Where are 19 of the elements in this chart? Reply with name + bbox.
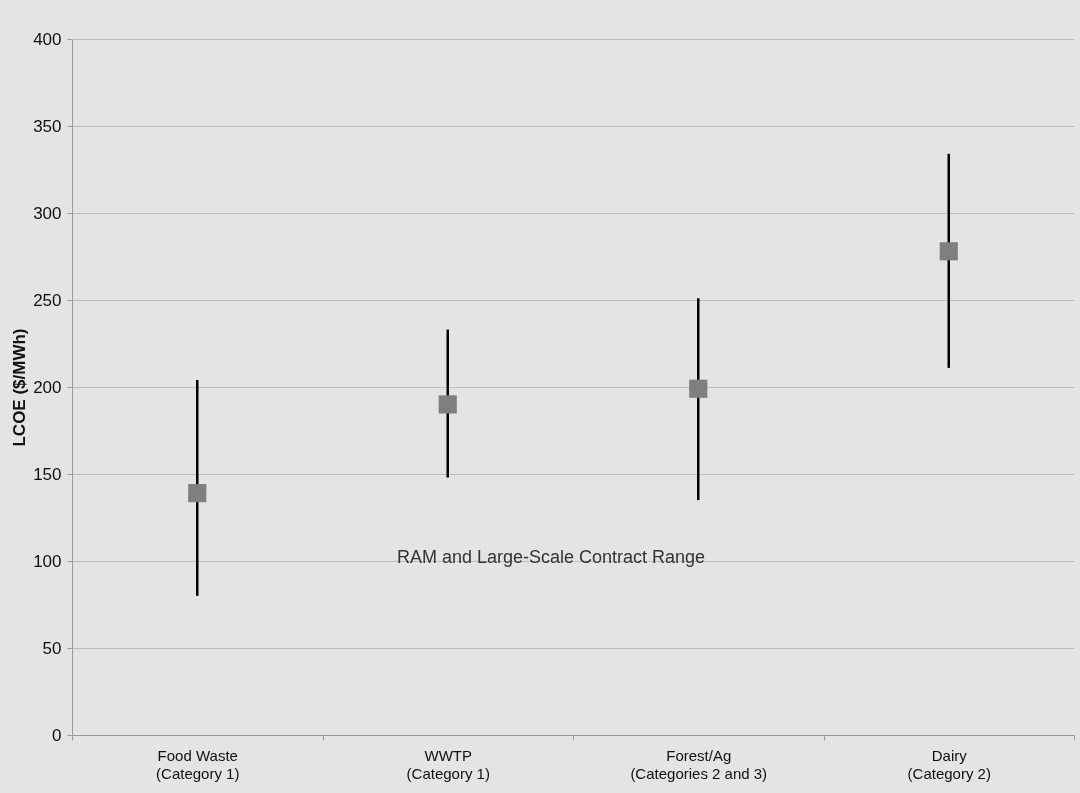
y-tick-label: 0 <box>52 725 62 745</box>
annotation: RAM and Large-Scale Contract Range <box>396 546 706 567</box>
y-tick-label: 350 <box>33 116 62 136</box>
y-tick-label: 300 <box>33 203 62 223</box>
y-tick-label: 250 <box>33 290 62 310</box>
point <box>188 484 207 503</box>
y-axis-title: LCOE ($/MWh) <box>10 328 30 447</box>
y-tick-label: 200 <box>33 377 62 397</box>
y-tick-label: 50 <box>42 638 62 658</box>
point <box>939 242 958 261</box>
y-tick-label: 100 <box>33 551 62 571</box>
point <box>438 395 457 414</box>
x-tick-label: Food Waste (Category 1) <box>156 746 240 782</box>
y-tick-label: 400 <box>33 29 62 49</box>
point <box>689 379 708 398</box>
x-tick-label: WWTP (Category 1) <box>406 746 490 782</box>
x-tick-label: Dairy (Category 2) <box>907 746 991 782</box>
x-tick-label: Forest/Ag (Categories 2 and 3) <box>630 746 768 782</box>
y-tick-label: 150 <box>33 464 62 484</box>
